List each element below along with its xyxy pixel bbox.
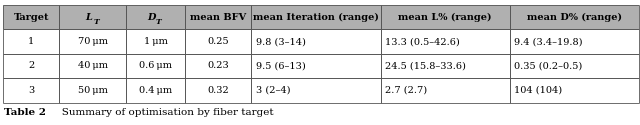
- Text: 1: 1: [28, 37, 35, 46]
- Bar: [381, 29, 509, 54]
- Bar: [60, 5, 125, 29]
- Text: 0.32: 0.32: [207, 86, 229, 95]
- Text: Summary of optimisation by fiber target: Summary of optimisation by fiber target: [52, 108, 274, 117]
- Text: 50 μm: 50 μm: [77, 86, 108, 95]
- Text: Table 2: Table 2: [4, 108, 47, 117]
- Bar: [509, 5, 639, 29]
- Text: 70 μm: 70 μm: [77, 37, 108, 46]
- Text: 9.4 (3.4–19.8): 9.4 (3.4–19.8): [514, 37, 582, 46]
- Text: 40 μm: 40 μm: [77, 62, 108, 70]
- Bar: [125, 5, 185, 29]
- Bar: [60, 54, 125, 78]
- Bar: [3, 54, 60, 78]
- Text: 0.35 (0.2–0.5): 0.35 (0.2–0.5): [514, 62, 582, 70]
- Bar: [185, 78, 252, 102]
- Text: D: D: [147, 13, 156, 22]
- Text: 13.3 (0.5–42.6): 13.3 (0.5–42.6): [385, 37, 460, 46]
- Text: 3 (2–4): 3 (2–4): [256, 86, 291, 95]
- Bar: [252, 54, 381, 78]
- Bar: [3, 5, 60, 29]
- Text: 24.5 (15.8–33.6): 24.5 (15.8–33.6): [385, 62, 466, 70]
- Bar: [3, 78, 60, 102]
- Text: L: L: [86, 13, 93, 22]
- Bar: [252, 78, 381, 102]
- Bar: [509, 54, 639, 78]
- Bar: [125, 54, 185, 78]
- Bar: [252, 5, 381, 29]
- Text: mean D% (range): mean D% (range): [527, 13, 621, 22]
- Text: 104 (104): 104 (104): [514, 86, 562, 95]
- Bar: [509, 29, 639, 54]
- Text: mean BFV: mean BFV: [190, 13, 246, 22]
- Bar: [3, 29, 60, 54]
- Bar: [381, 78, 509, 102]
- Bar: [125, 29, 185, 54]
- Text: mean Iteration (range): mean Iteration (range): [253, 13, 379, 22]
- Bar: [509, 78, 639, 102]
- Bar: [381, 5, 509, 29]
- Text: T: T: [156, 18, 162, 26]
- Text: 0.23: 0.23: [207, 62, 229, 70]
- Text: 2: 2: [28, 62, 35, 70]
- Text: 9.8 (3–14): 9.8 (3–14): [256, 37, 306, 46]
- Text: mean L% (range): mean L% (range): [398, 13, 492, 22]
- Text: 9.5 (6–13): 9.5 (6–13): [256, 62, 306, 70]
- Text: Table 2   Summary of optimisation by fiber target: Table 2 Summary of optimisation by fiber…: [4, 108, 264, 117]
- Text: 0.4 μm: 0.4 μm: [139, 86, 172, 95]
- Bar: [252, 29, 381, 54]
- Bar: [185, 5, 252, 29]
- Text: 3: 3: [28, 86, 35, 95]
- Bar: [125, 78, 185, 102]
- Bar: [381, 54, 509, 78]
- Bar: [185, 29, 252, 54]
- Text: 0.25: 0.25: [207, 37, 229, 46]
- Bar: [185, 54, 252, 78]
- Bar: [60, 78, 125, 102]
- Text: 2.7 (2.7): 2.7 (2.7): [385, 86, 427, 95]
- Text: 0.6 μm: 0.6 μm: [139, 62, 172, 70]
- Text: 1 μm: 1 μm: [143, 37, 168, 46]
- Text: Target: Target: [13, 13, 49, 22]
- Bar: [60, 29, 125, 54]
- Text: T: T: [93, 18, 99, 26]
